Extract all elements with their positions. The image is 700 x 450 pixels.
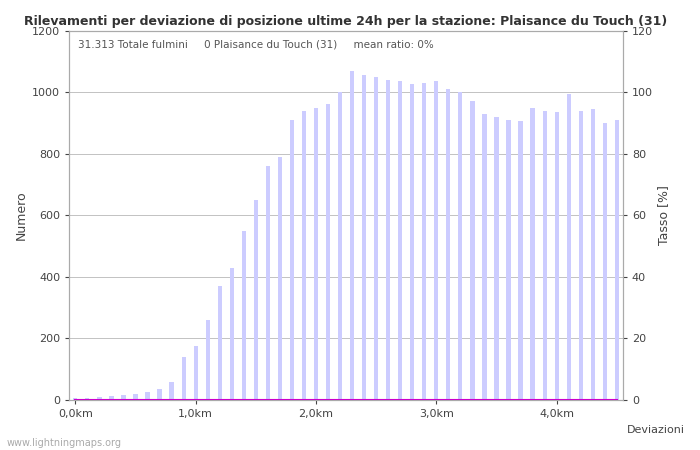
Text: 31.313 Totale fulmini     0 Plaisance du Touch (31)     mean ratio: 0%: 31.313 Totale fulmini 0 Plaisance du Tou…	[78, 40, 433, 50]
Bar	[169, 382, 174, 400]
Bar	[447, 89, 451, 400]
Bar	[494, 117, 498, 400]
Y-axis label: Numero: Numero	[15, 190, 28, 240]
Bar	[591, 109, 595, 400]
Bar	[302, 111, 306, 400]
Bar	[326, 104, 330, 400]
Bar	[398, 81, 402, 400]
Bar	[109, 396, 113, 400]
Bar	[253, 200, 258, 400]
Bar	[458, 92, 463, 400]
Bar	[482, 114, 486, 400]
Bar	[386, 80, 391, 400]
Bar	[350, 71, 354, 400]
Bar	[230, 268, 234, 400]
Bar	[266, 166, 270, 400]
Bar	[134, 394, 138, 400]
Bar	[506, 120, 510, 400]
Bar	[542, 111, 547, 400]
Bar	[422, 83, 426, 400]
Bar	[278, 157, 282, 400]
Bar	[410, 85, 414, 400]
Bar	[85, 397, 90, 400]
Bar	[554, 112, 559, 400]
Title: Rilevamenti per deviazione di posizione ultime 24h per la stazione: Plaisance du: Rilevamenti per deviazione di posizione …	[25, 15, 668, 28]
Bar	[218, 286, 222, 400]
Bar	[579, 111, 583, 400]
Bar	[531, 108, 535, 400]
Y-axis label: Tasso [%]: Tasso [%]	[657, 185, 670, 245]
Text: Deviazioni: Deviazioni	[627, 425, 685, 435]
Bar	[434, 81, 438, 400]
Bar	[470, 101, 475, 400]
Bar	[74, 398, 78, 400]
Bar	[158, 389, 162, 400]
Bar	[374, 77, 378, 400]
Bar	[290, 120, 294, 400]
Bar	[519, 122, 523, 400]
Bar	[603, 123, 607, 400]
Bar	[241, 231, 246, 400]
Bar	[362, 75, 366, 400]
Bar	[314, 108, 318, 400]
Bar	[206, 320, 210, 400]
Text: www.lightningmaps.org: www.lightningmaps.org	[7, 438, 122, 448]
Bar	[146, 392, 150, 400]
Bar	[615, 120, 619, 400]
Bar	[121, 396, 125, 400]
Bar	[181, 357, 186, 400]
Bar	[97, 397, 102, 400]
Bar	[194, 346, 198, 400]
Bar	[338, 92, 342, 400]
Bar	[566, 94, 570, 400]
